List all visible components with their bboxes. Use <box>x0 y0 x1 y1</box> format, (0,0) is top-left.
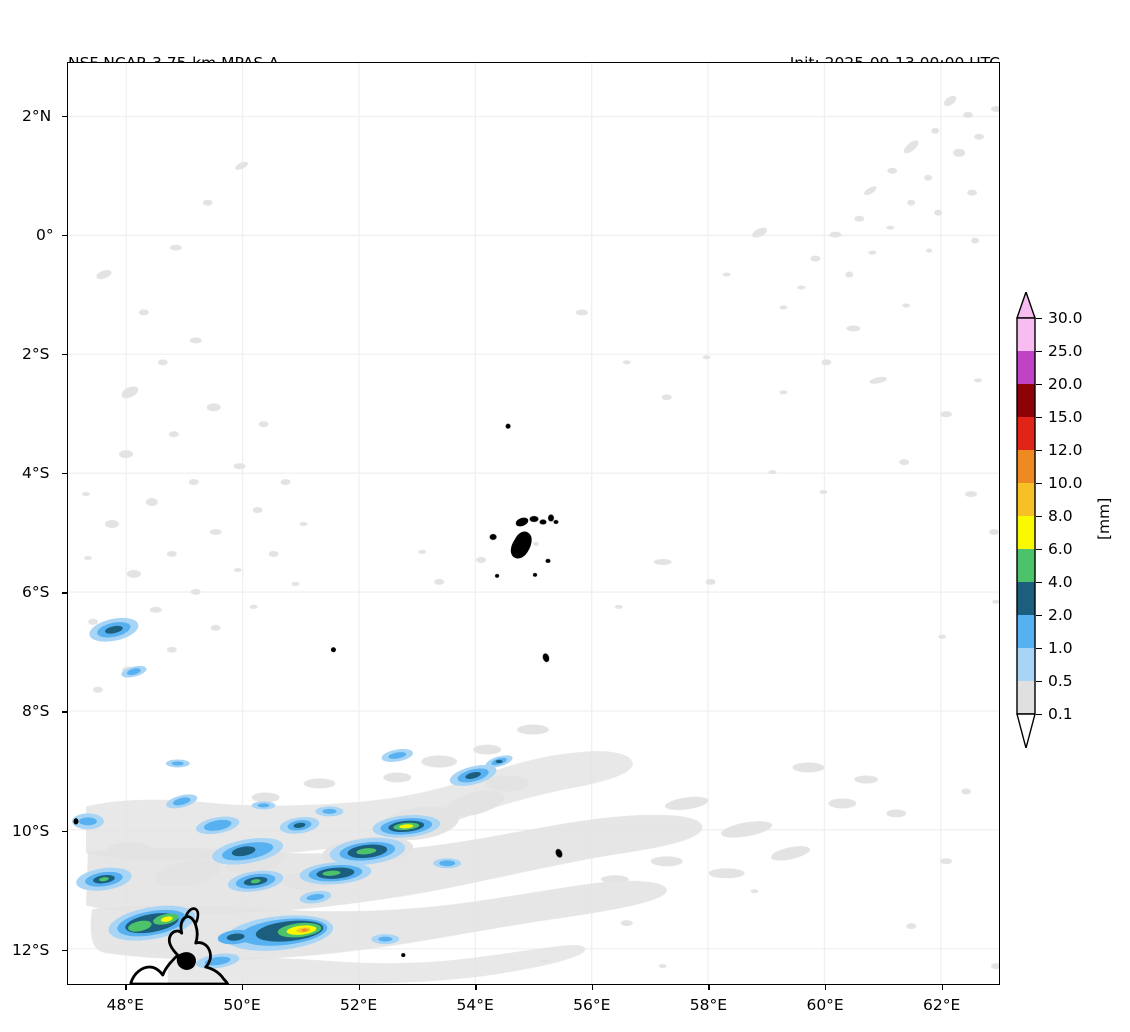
xtick-mark <box>708 985 710 990</box>
colorbar-units-label: [mm] <box>1095 497 1113 540</box>
xtick-mark <box>475 985 477 990</box>
ytick-label-12S: 12°S <box>12 941 50 959</box>
map-plot-frame <box>67 62 1000 985</box>
ytick-mark <box>62 353 67 356</box>
ytick-mark <box>62 949 67 952</box>
ytick-label-2N: 2°N <box>22 107 52 125</box>
cbtick-label-30: 30.0 <box>1048 309 1083 327</box>
cbtick-mark <box>1036 417 1042 419</box>
cbtick-mark <box>1036 615 1042 617</box>
xtick-mark <box>125 985 127 990</box>
cbtick-mark <box>1036 582 1042 584</box>
xtick-mark <box>358 985 360 990</box>
xtick-mark <box>242 985 244 990</box>
cbtick-label-0p1: 0.1 <box>1048 705 1073 723</box>
xtick-label-58E: 58°E <box>689 996 728 1014</box>
colorbar-gradient <box>1016 292 1036 748</box>
ytick-mark <box>62 711 67 713</box>
cbtick-mark <box>1036 516 1042 518</box>
cbtick-label-2: 2.0 <box>1048 606 1073 624</box>
xtick-label-50E: 50°E <box>223 996 261 1014</box>
cbtick-label-1: 1.0 <box>1048 639 1073 657</box>
ytick-mark <box>62 115 67 117</box>
cbtick-mark <box>1036 681 1042 683</box>
cbtick-label-6: 6.0 <box>1048 540 1073 558</box>
ytick-label-10S: 10°S <box>12 822 50 840</box>
ytick-mark <box>62 592 67 594</box>
cbtick-label-12: 12.0 <box>1048 441 1083 459</box>
ytick-label-6S: 6°S <box>22 583 50 601</box>
xtick-mark <box>591 985 594 990</box>
cbtick-label-25: 25.0 <box>1048 342 1083 360</box>
cbtick-mark <box>1036 648 1042 650</box>
precipitation-map <box>68 63 999 984</box>
xtick-label-62E: 62°E <box>923 996 961 1014</box>
xtick-mark <box>941 985 944 990</box>
coastlines <box>73 423 563 984</box>
cbtick-mark <box>1036 450 1042 452</box>
cbtick-label-15: 15.0 <box>1048 408 1083 426</box>
cbtick-mark <box>1036 483 1042 485</box>
cbtick-mark <box>1036 549 1042 551</box>
xtick-label-56E: 56°E <box>573 996 611 1014</box>
cbtick-mark <box>1036 351 1042 353</box>
ytick-mark <box>62 473 67 475</box>
xtick-label-48E: 48°E <box>106 996 144 1014</box>
cbtick-label-0p5: 0.5 <box>1048 672 1073 690</box>
xtick-label-54E: 54°E <box>456 996 494 1014</box>
ytick-label-4S: 4°S <box>22 464 50 482</box>
cbtick-label-4: 4.0 <box>1048 573 1073 591</box>
ytick-label-0: 0° <box>36 226 54 244</box>
ytick-mark <box>62 830 67 832</box>
cbtick-label-8: 8.0 <box>1048 507 1073 525</box>
xtick-label-52E: 52°E <box>339 996 378 1014</box>
cbtick-mark <box>1036 714 1042 716</box>
ytick-label-8S: 8°S <box>22 702 50 720</box>
xtick-mark <box>825 985 827 990</box>
cbtick-label-10: 10.0 <box>1048 474 1083 492</box>
cbtick-mark <box>1036 384 1042 386</box>
ytick-label-2S: 2°S <box>22 345 50 363</box>
cbtick-label-20: 20.0 <box>1048 375 1083 393</box>
cbtick-mark <box>1036 318 1042 320</box>
colorbar <box>1016 292 1036 748</box>
ytick-mark <box>62 234 67 237</box>
xtick-label-60E: 60°E <box>806 996 844 1014</box>
